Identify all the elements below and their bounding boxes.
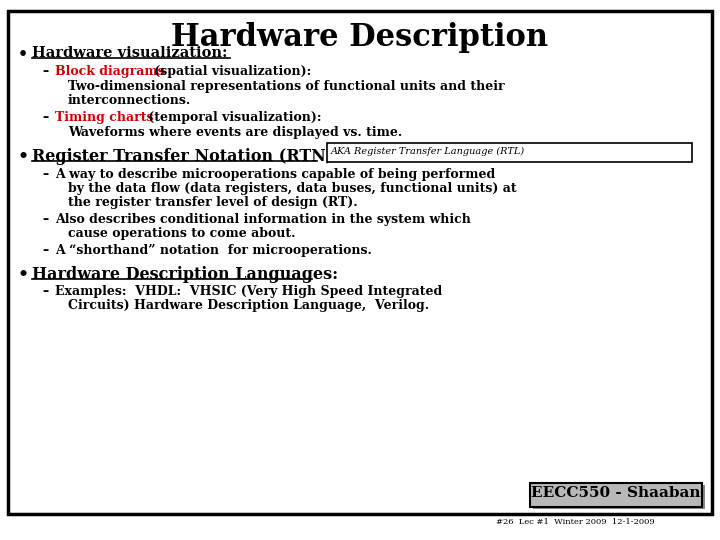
Text: A way to describe microoperations capable of being performed: A way to describe microoperations capabl… [55, 168, 495, 181]
FancyBboxPatch shape [327, 143, 692, 162]
Text: by the data flow (data registers, data buses, functional units) at: by the data flow (data registers, data b… [68, 182, 517, 195]
Text: #26  Lec #1  Winter 2009  12-1-2009: #26 Lec #1 Winter 2009 12-1-2009 [495, 518, 654, 526]
Text: the register transfer level of design (RT).: the register transfer level of design (R… [68, 196, 358, 209]
Text: Examples:  VHDL:  VHSIC (Very High Speed Integrated: Examples: VHDL: VHSIC (Very High Speed I… [55, 285, 442, 298]
Text: A “shorthand” notation  for microoperations.: A “shorthand” notation for microoperatio… [55, 244, 372, 257]
Text: Circuits) Hardware Description Language,  Verilog.: Circuits) Hardware Description Language,… [68, 299, 429, 312]
Text: Block diagrams: Block diagrams [55, 65, 165, 78]
Text: –: – [42, 213, 48, 226]
FancyBboxPatch shape [530, 483, 702, 507]
Text: Hardware visualization:: Hardware visualization: [32, 46, 228, 60]
Text: Timing charts: Timing charts [55, 111, 153, 124]
Text: Waveforms where events are displayed vs. time.: Waveforms where events are displayed vs.… [68, 126, 402, 139]
Text: (spatial visualization):: (spatial visualization): [150, 65, 311, 78]
Text: –: – [42, 65, 48, 78]
Text: Also describes conditional information in the system which: Also describes conditional information i… [55, 213, 471, 226]
Text: –: – [42, 168, 48, 181]
Text: •: • [18, 148, 29, 165]
Text: –: – [42, 111, 48, 124]
Text: (temporal visualization):: (temporal visualization): [144, 111, 322, 124]
Text: Register Transfer Notation (RTN):: Register Transfer Notation (RTN): [32, 148, 339, 165]
Text: •: • [18, 266, 29, 283]
Text: cause operations to come about.: cause operations to come about. [68, 227, 295, 240]
Text: AKA Register Transfer Language (RTL): AKA Register Transfer Language (RTL) [331, 147, 525, 156]
Text: EECC550 - Shaaban: EECC550 - Shaaban [531, 486, 701, 500]
Text: Hardware Description: Hardware Description [171, 22, 549, 53]
Text: –: – [42, 285, 48, 298]
Text: •: • [18, 46, 28, 63]
Text: interconnections.: interconnections. [68, 94, 192, 107]
Text: –: – [42, 244, 48, 257]
Text: Two-dimensional representations of functional units and their: Two-dimensional representations of funct… [68, 80, 505, 93]
Text: Hardware Description Languages:: Hardware Description Languages: [32, 266, 338, 283]
FancyBboxPatch shape [533, 485, 705, 509]
